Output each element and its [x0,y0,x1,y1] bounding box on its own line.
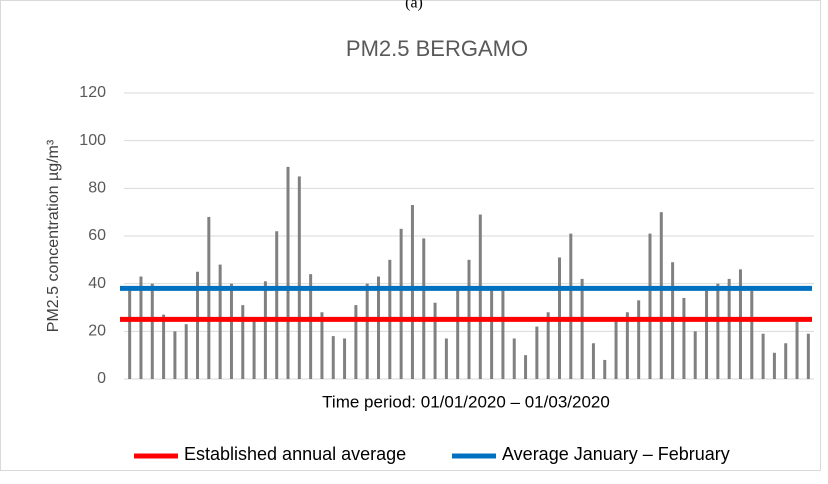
bar [806,333,810,379]
bar [795,321,799,379]
bar [263,281,267,379]
bar [241,305,245,379]
y-tick-label: 60 [88,227,106,244]
bar [750,290,754,379]
bar [320,312,324,379]
bar [173,331,177,379]
bar [535,326,539,379]
y-axis-label: PM2.5 concentration µg/m³ [45,139,62,332]
bar [524,355,528,379]
y-tick-label: 20 [88,323,106,340]
bar [569,233,573,379]
bar [546,312,550,379]
bar [422,238,426,379]
x-axis-label: Time period: 01/01/2020 – 01/03/2020 [322,392,610,411]
bar [456,288,460,379]
y-tick-label: 0 [97,370,106,387]
bar [309,274,313,379]
bar [727,278,731,379]
bar [207,216,211,379]
bar [761,333,765,379]
bar [354,305,358,379]
bar [162,314,166,379]
bar [275,231,279,379]
bar [625,312,629,379]
bar [591,343,595,379]
bar [603,359,607,379]
bar [365,283,369,379]
bar [478,214,482,379]
bar [297,176,301,379]
bar [399,228,403,379]
bar [738,269,742,379]
bar [377,276,381,379]
bar [784,343,788,379]
y-tick-label: 80 [88,180,106,197]
bar [139,276,143,379]
bar [252,319,256,379]
bar [184,324,188,379]
bar [196,271,200,379]
chart-frame [0,0,821,471]
y-tick-label: 120 [79,84,106,101]
bar [286,166,290,379]
bar [229,283,233,379]
bar [705,290,709,379]
bar [410,205,414,379]
bar [580,278,584,379]
bar [772,352,776,379]
bar [637,300,641,379]
bar [128,286,132,379]
bar [512,338,516,379]
y-tick-label: 40 [88,275,106,292]
bar [490,288,494,379]
bar [693,331,697,379]
bar [501,290,505,379]
chart-title: PM2.5 BERGAMO [346,36,528,61]
bar [433,302,437,379]
caption: (a) [405,0,423,12]
legend-label: Established annual average [184,444,406,464]
bar [659,212,663,379]
bar [331,336,335,379]
bar [343,338,347,379]
bar [444,338,448,379]
bar [150,283,154,379]
bar [716,283,720,379]
bar [648,233,652,379]
bar [682,297,686,379]
y-tick-label: 100 [79,132,106,149]
bar [614,319,618,379]
legend-label: Average January – February [502,444,730,464]
